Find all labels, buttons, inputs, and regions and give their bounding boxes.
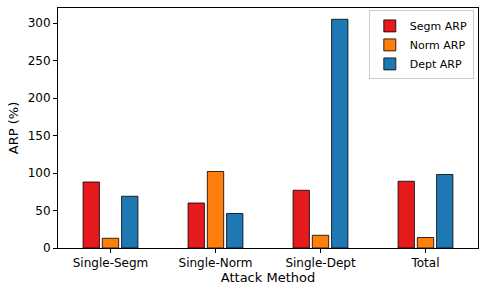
svg-text:Single-Norm: Single-Norm [179,256,253,270]
svg-text:150: 150 [28,129,51,143]
svg-text:Total: Total [410,256,439,270]
svg-text:50: 50 [35,204,50,218]
svg-text:300: 300 [28,16,51,30]
svg-text:0: 0 [43,241,51,255]
svg-text:100: 100 [28,166,51,180]
svg-text:Single-Dept: Single-Dept [285,256,355,270]
svg-text:Dept ARP: Dept ARP [410,58,462,71]
svg-text:Single-Segm: Single-Segm [73,256,149,270]
svg-text:200: 200 [28,91,51,105]
svg-text:Attack Method: Attack Method [221,270,315,285]
svg-text:Norm ARP: Norm ARP [410,39,466,52]
svg-text:Segm ARP: Segm ARP [410,20,467,33]
svg-text:ARP (%): ARP (%) [6,102,21,154]
svg-text:250: 250 [28,54,51,68]
